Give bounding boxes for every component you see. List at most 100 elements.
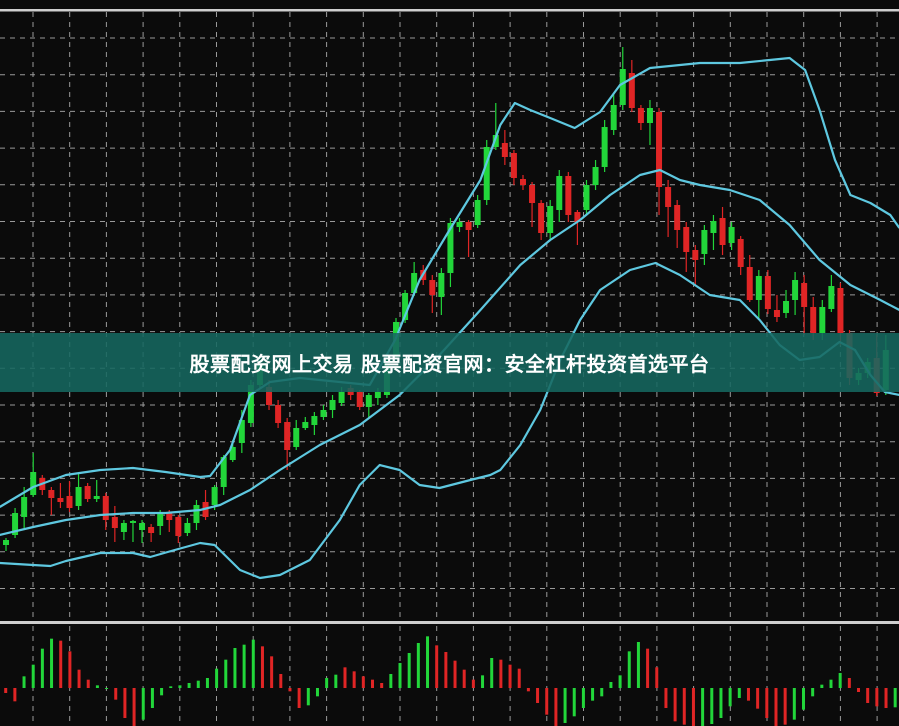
histogram-bar <box>86 679 90 688</box>
histogram-bar <box>517 668 521 688</box>
candle-down <box>837 288 844 333</box>
histogram-bar <box>691 688 695 726</box>
histogram-bar <box>233 648 237 688</box>
candle-up <box>21 497 28 517</box>
candle-down <box>510 153 517 178</box>
histogram-bar <box>618 675 622 688</box>
histogram-bar <box>40 648 44 688</box>
histogram-bar <box>581 688 585 708</box>
candle-up <box>474 200 481 225</box>
histogram-bar <box>627 651 631 688</box>
candle-down <box>656 112 663 187</box>
histogram-bar <box>77 669 81 688</box>
candle-down <box>284 422 291 450</box>
candle-down <box>674 205 681 230</box>
histogram-bar <box>31 664 35 688</box>
histogram-bar <box>526 688 530 692</box>
bollinger-band-middle <box>0 168 899 537</box>
candle-up <box>338 392 345 403</box>
histogram-bar <box>13 688 17 702</box>
histogram-bar <box>829 679 833 688</box>
candle-up <box>238 420 245 443</box>
histogram-bar <box>4 688 8 693</box>
histogram-bar <box>288 688 292 692</box>
candle-up <box>247 385 254 423</box>
candle-up <box>601 127 608 167</box>
histogram-bar <box>572 688 576 717</box>
banner-text: 股票配资网上交易 股票配资官网：安全杠杆投资首选平台 <box>189 352 710 376</box>
candle-up <box>139 523 146 530</box>
candle-down <box>692 250 699 260</box>
histogram-bar <box>352 671 356 688</box>
histogram-bar <box>95 685 99 688</box>
histogram-bar <box>315 688 319 697</box>
candle-up <box>556 176 563 210</box>
histogram-bar <box>279 674 283 688</box>
candle-down <box>810 307 817 333</box>
histogram-bar <box>545 688 549 715</box>
histogram-bar <box>68 651 72 688</box>
histogram-bar <box>664 688 668 708</box>
candle-down <box>84 486 91 499</box>
candle-down <box>764 276 771 309</box>
histogram-bar <box>50 638 54 688</box>
candle-down <box>719 218 726 245</box>
histogram-bar <box>380 683 384 688</box>
histogram-bar <box>481 675 485 688</box>
candle-up <box>701 230 708 254</box>
histogram-bar <box>820 684 824 688</box>
candle-up <box>828 286 835 309</box>
candle-down <box>746 267 753 300</box>
histogram-bar <box>306 688 310 706</box>
candle-up <box>374 392 381 398</box>
histogram-bar <box>270 656 274 688</box>
candle-up <box>3 540 9 545</box>
candle-up <box>329 400 336 410</box>
histogram-bar <box>297 688 301 708</box>
candle-up <box>402 293 409 320</box>
candle-up <box>211 487 218 505</box>
histogram-bar <box>646 648 650 688</box>
histogram-bar <box>205 678 209 688</box>
histogram-bar <box>774 688 778 726</box>
histogram-bar <box>636 642 640 688</box>
histogram-bar <box>701 688 705 726</box>
histogram-bar <box>224 659 228 688</box>
candle-up <box>220 457 227 487</box>
histogram-bar <box>875 688 879 707</box>
candle-up <box>120 523 127 532</box>
histogram-bar <box>407 653 411 688</box>
candle-up <box>229 447 236 460</box>
histogram-bar <box>609 682 613 688</box>
histogram-bar <box>765 688 769 718</box>
candle-up <box>456 222 463 227</box>
candle-down <box>565 176 572 215</box>
candle-up <box>411 273 418 293</box>
histogram-bar <box>554 688 558 726</box>
histogram-bar <box>710 688 714 724</box>
histogram-bar <box>371 679 374 688</box>
candle-up <box>483 147 490 200</box>
histogram-bar <box>105 688 109 689</box>
candle-up <box>728 227 735 243</box>
candle-up <box>302 422 309 428</box>
candle-up <box>184 523 191 533</box>
histogram-bar <box>508 664 512 688</box>
histogram-bar <box>114 688 118 700</box>
histogram-bar <box>361 676 365 688</box>
candle-down <box>102 496 109 520</box>
candle-up <box>646 108 653 123</box>
candle-up <box>619 69 626 105</box>
histogram-bar <box>563 688 567 723</box>
histogram-bar <box>160 688 164 696</box>
title-banner: 股票配资网上交易 股票配资官网：安全杠杆投资首选平台 <box>0 333 899 392</box>
candle-up <box>12 513 19 535</box>
histogram-bar <box>123 688 127 718</box>
histogram-bar <box>682 688 686 725</box>
histogram-bar <box>150 688 154 708</box>
candle-up <box>193 505 200 523</box>
histogram-bar <box>801 688 805 710</box>
candle-up <box>157 513 164 526</box>
bollinger-band-lower <box>0 261 899 580</box>
